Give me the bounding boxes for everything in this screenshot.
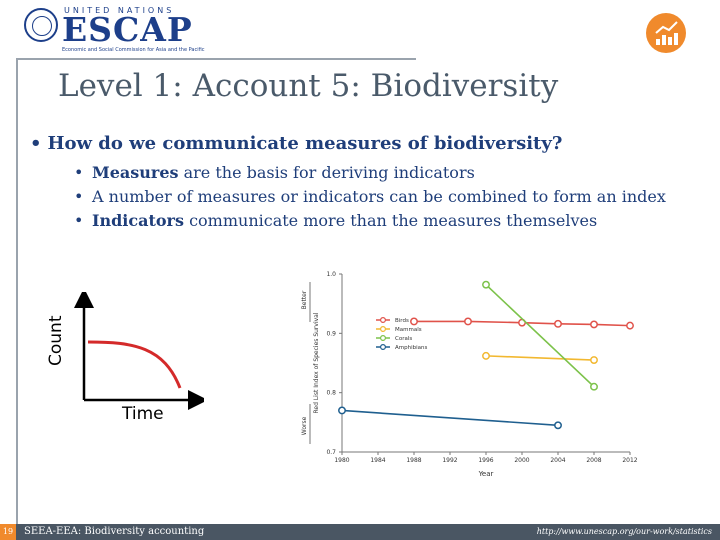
chart-worse-note: Worse bbox=[301, 416, 308, 435]
x-tick-label: 1980 bbox=[334, 457, 349, 464]
un-emblem-icon bbox=[24, 8, 58, 42]
series-line-birds bbox=[414, 320, 631, 327]
x-tick-label: 1988 bbox=[406, 457, 421, 464]
sub-bullets: • Measures are the basis for deriving in… bbox=[74, 163, 674, 235]
bullet-item: • Indicators communicate more than the m… bbox=[74, 211, 674, 231]
legend-marker-birds bbox=[379, 316, 386, 323]
data-point-corals bbox=[482, 280, 490, 289]
footer-left-text: SEEA-EEA: Biodiversity accounting bbox=[24, 526, 205, 537]
logo-org-top: UNITED NATIONS bbox=[64, 6, 175, 15]
data-point-corals bbox=[590, 382, 598, 391]
x-tick-label: 2012 bbox=[622, 457, 637, 464]
page-number: 19 bbox=[0, 524, 16, 540]
bullet-bold: Measures bbox=[92, 163, 179, 182]
statistics-badge-icon bbox=[646, 13, 686, 53]
bullet-item: • A number of measures or indicators can… bbox=[74, 187, 674, 207]
logo-org-name: ESCAP bbox=[62, 10, 193, 49]
data-point-birds bbox=[590, 320, 598, 329]
data-point-mammals bbox=[590, 356, 598, 364]
legend-marker-corals bbox=[379, 334, 386, 341]
y-tick-label: 0.8 bbox=[326, 390, 336, 397]
bullet-dot: • bbox=[30, 133, 42, 154]
x-tick-label: 2008 bbox=[586, 457, 601, 464]
series-line-corals bbox=[485, 284, 595, 388]
bullet-dot: • bbox=[74, 187, 84, 206]
chart-better-note: Better bbox=[301, 290, 308, 309]
bullet-text: are the basis for deriving indicators bbox=[178, 163, 475, 182]
chart-y-label: Red List Index of Species Survival bbox=[313, 312, 320, 413]
slide-title: Level 1: Account 5: Biodiversity bbox=[58, 68, 559, 104]
time-axis-label: Time bbox=[122, 404, 164, 424]
data-point-birds bbox=[464, 317, 472, 326]
y-tick-label: 0.9 bbox=[326, 330, 336, 337]
left-rule bbox=[16, 58, 18, 524]
y-tick-label: 0.7 bbox=[326, 449, 336, 456]
legend-marker-amphibians bbox=[379, 343, 386, 350]
escap-logo: UNITED NATIONS ESCAP Economic and Social… bbox=[24, 6, 205, 54]
main-question-text: How do we communicate measures of biodiv… bbox=[47, 133, 563, 154]
declining-curve bbox=[87, 340, 182, 389]
red-list-index-chart: 0.7 0.8 0.9 1.0 1980 1984 1988 1992 1996 2000 2004… bbox=[301, 271, 638, 478]
data-point-amphibians bbox=[338, 406, 346, 415]
legend-label-amphibians: Amphibians bbox=[395, 345, 428, 351]
count-time-diagram bbox=[74, 292, 204, 410]
data-point-birds bbox=[554, 319, 562, 328]
bullet-text: A number of measures or indicators can b… bbox=[92, 187, 666, 206]
x-tick-label: 1996 bbox=[478, 457, 493, 464]
x-tick-label: 1992 bbox=[442, 457, 457, 464]
data-point-mammals bbox=[482, 351, 490, 360]
count-axis-label: Count bbox=[46, 315, 66, 367]
bullet-dot: • bbox=[74, 163, 84, 182]
bullet-dot: • bbox=[74, 211, 84, 230]
footer-url-link[interactable]: http://www.unescap.org/our-work/statisti… bbox=[536, 527, 712, 536]
data-point-amphibians bbox=[554, 421, 562, 430]
legend-label-corals: Corals bbox=[395, 336, 412, 342]
y-tick-label: 1.0 bbox=[326, 271, 336, 278]
footer-bar: 19 SEEA-EEA: Biodiversity accounting htt… bbox=[0, 524, 720, 540]
x-tick-label: 2000 bbox=[514, 457, 529, 464]
series-line-mammals bbox=[485, 355, 595, 361]
logo-org-sub: Economic and Social Commission for Asia … bbox=[62, 47, 205, 53]
chart-x-label: Year bbox=[478, 470, 494, 478]
x-tick-label: 1984 bbox=[370, 457, 385, 464]
bullet-item: • Measures are the basis for deriving in… bbox=[74, 163, 674, 183]
legend-marker-mammals bbox=[379, 325, 386, 332]
legend-label-mammals: Mammals bbox=[395, 327, 422, 333]
series-line-amphibians bbox=[341, 409, 559, 427]
bullet-bold: Indicators bbox=[92, 211, 184, 230]
data-point-birds bbox=[410, 317, 418, 326]
data-point-birds bbox=[626, 321, 634, 330]
x-tick-label: 2004 bbox=[550, 457, 565, 464]
main-question: • How do we communicate measures of biodi… bbox=[30, 133, 562, 154]
legend-label-birds: Birds bbox=[395, 318, 409, 324]
bullet-text: communicate more than the measures thems… bbox=[184, 211, 598, 230]
header-rule bbox=[16, 58, 416, 60]
